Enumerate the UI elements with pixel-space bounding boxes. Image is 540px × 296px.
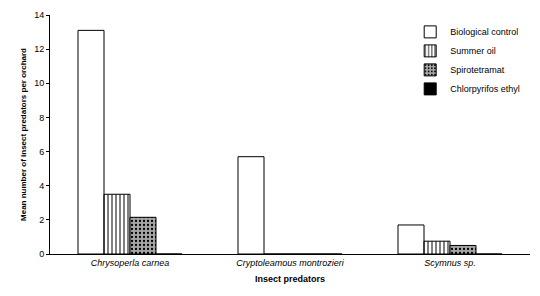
svg-text:4: 4 xyxy=(39,181,44,191)
svg-text:Biological control: Biological control xyxy=(450,27,518,37)
svg-text:6: 6 xyxy=(39,147,44,157)
svg-text:Scymnus sp.: Scymnus sp. xyxy=(424,258,476,268)
svg-text:Mean number of insect predator: Mean number of insect predators per orch… xyxy=(19,48,28,221)
svg-text:0: 0 xyxy=(39,249,44,259)
svg-text:Chlorpyrifos ethyl: Chlorpyrifos ethyl xyxy=(450,84,520,94)
svg-text:Insect predators: Insect predators xyxy=(255,274,325,284)
svg-text:8: 8 xyxy=(39,113,44,123)
svg-text:Spirotetramat: Spirotetramat xyxy=(450,65,505,75)
svg-text:14: 14 xyxy=(34,10,44,20)
svg-text:12: 12 xyxy=(34,44,44,54)
svg-text:Summer oil: Summer oil xyxy=(450,46,496,56)
svg-text:2: 2 xyxy=(39,215,44,225)
svg-text:Cryptoleamous montrozieri: Cryptoleamous montrozieri xyxy=(236,258,345,268)
svg-text:10: 10 xyxy=(34,78,44,88)
svg-text:Chrysoperla carnea: Chrysoperla carnea xyxy=(91,258,170,268)
